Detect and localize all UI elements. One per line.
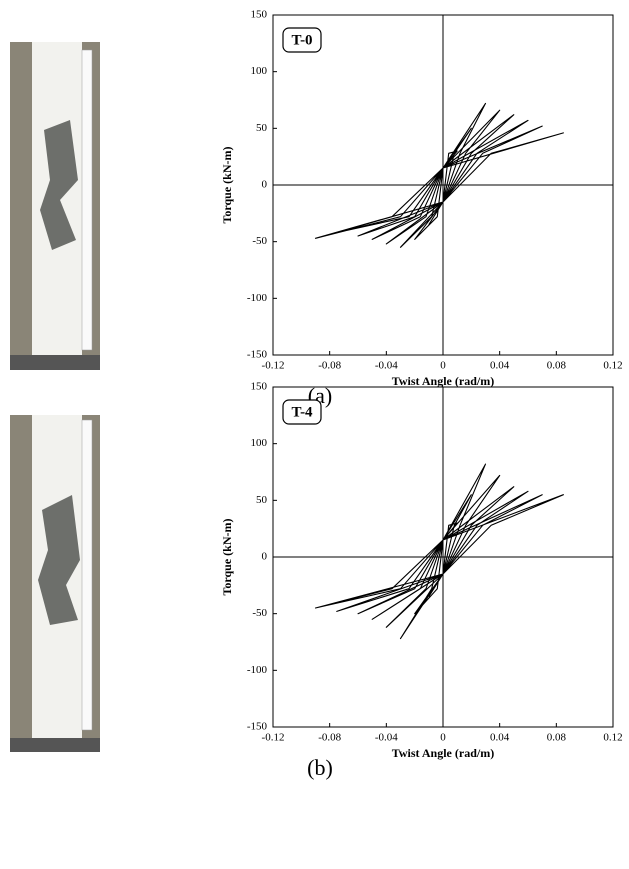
x-tick-label: -0.12: [262, 732, 285, 744]
x-tick-label: 0: [440, 360, 446, 372]
y-tick-label: 100: [251, 437, 268, 449]
x-tick-label: -0.04: [375, 732, 398, 744]
caption: (b): [307, 755, 333, 780]
x-tick-label: -0.08: [318, 732, 341, 744]
y-tick-label: 0: [262, 551, 268, 563]
y-axis-label: Torque (kN-m): [220, 146, 234, 223]
y-tick-label: -100: [247, 292, 268, 304]
x-tick-label: 0.12: [603, 732, 622, 744]
y-tick-label: -150: [247, 721, 268, 733]
x-axis-label: Twist Angle (rad/m): [392, 374, 494, 388]
x-tick-label: -0.08: [318, 360, 341, 372]
y-tick-label: 100: [251, 65, 268, 77]
y-tick-label: -50: [252, 607, 267, 619]
y-tick-label: -100: [247, 664, 268, 676]
hysteresis-curve: [314, 463, 564, 640]
y-tick-label: 50: [256, 122, 268, 134]
x-tick-label: -0.04: [375, 360, 398, 372]
x-tick-label: -0.12: [262, 360, 285, 372]
specimen-photo: [10, 42, 100, 370]
y-tick-label: -150: [247, 349, 268, 361]
y-tick-label: 150: [251, 381, 268, 393]
hysteresis-curve: [314, 102, 564, 248]
label-box: [282, 27, 322, 53]
y-axis-label: Torque (kN-m): [220, 518, 234, 595]
y-tick-label: -50: [252, 235, 267, 247]
specimen-photo: [10, 415, 100, 752]
chart-label: T-0: [291, 32, 312, 48]
y-tick-label: 0: [262, 179, 268, 191]
x-tick-label: 0.08: [547, 360, 567, 372]
y-tick-label: 150: [251, 9, 268, 21]
x-tick-label: 0.12: [603, 360, 622, 372]
x-tick-label: 0.04: [490, 360, 510, 372]
x-tick-label: 0: [440, 732, 446, 744]
chart-label: T-4: [291, 404, 313, 420]
label-box: [282, 399, 322, 425]
y-tick-label: 50: [256, 494, 268, 506]
x-tick-label: 0.08: [547, 732, 567, 744]
x-tick-label: 0.04: [490, 732, 510, 744]
x-axis-label: Twist Angle (rad/m): [392, 746, 494, 760]
